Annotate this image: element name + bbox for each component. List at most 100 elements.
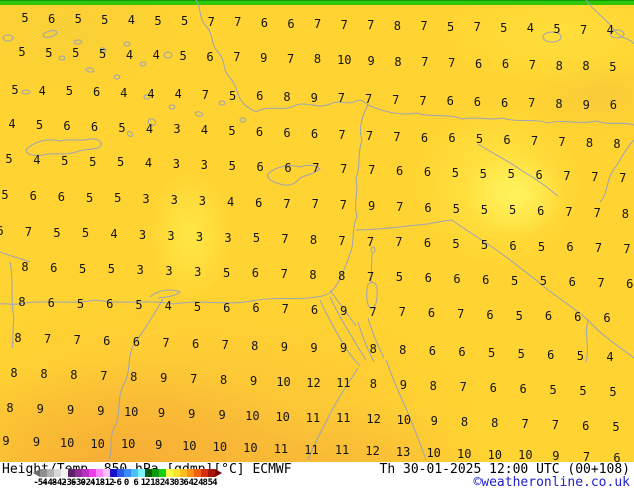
- temp-value: 7: [281, 302, 289, 317]
- temp-value: 6: [427, 306, 436, 321]
- temp-value: 6: [453, 272, 461, 286]
- temp-value: 10: [120, 437, 136, 452]
- temp-value: 4: [152, 48, 160, 63]
- temp-value: 6: [47, 11, 56, 26]
- temp-value: 4: [120, 85, 128, 100]
- temp-value: 10: [396, 413, 412, 428]
- colorbar-tick: -6: [112, 478, 122, 488]
- temp-value: 6: [284, 160, 292, 175]
- temp-value: 5: [553, 22, 561, 36]
- temp-value: 5: [74, 12, 82, 27]
- temp-value: 10: [518, 448, 533, 462]
- temp-value: 4: [110, 227, 118, 242]
- temp-value: 7: [221, 337, 229, 352]
- coastlines-borders: [0, 0, 634, 461]
- temp-value: 8: [555, 58, 563, 73]
- temp-value: 7: [364, 92, 373, 107]
- temp-value: 5: [45, 45, 53, 60]
- temp-value: 6: [29, 188, 37, 203]
- temp-value: 7: [419, 93, 427, 108]
- temp-value: 6: [424, 200, 432, 215]
- temp-value: 8: [251, 338, 259, 353]
- temp-value: 9: [582, 97, 590, 112]
- temp-value: 8: [283, 90, 291, 104]
- colorbar-cell: [82, 469, 89, 477]
- temp-value: 7: [286, 51, 295, 66]
- colorbar-tick: -48: [42, 478, 57, 488]
- temp-value: 6: [90, 119, 99, 134]
- temp-value: 5: [576, 349, 585, 364]
- colorbar-cell: [131, 469, 138, 477]
- temp-value: 7: [340, 17, 348, 32]
- temp-value: 5: [515, 308, 523, 323]
- temp-value: 6: [547, 348, 555, 363]
- credit-link[interactable]: ©weatheronline.co.uk: [473, 475, 630, 490]
- temp-value: 7: [367, 18, 375, 33]
- temp-value: 7: [207, 14, 215, 29]
- temp-value: 8: [14, 331, 22, 345]
- temp-value: 9: [310, 340, 318, 355]
- colorbar-tick: 24: [159, 478, 170, 488]
- temp-value: 6: [223, 300, 231, 315]
- temp-value: 7: [100, 368, 108, 383]
- temp-value: 7: [396, 200, 404, 215]
- temp-value: 6: [626, 276, 634, 291]
- colorbar-tick: 42: [188, 478, 199, 488]
- colorbar-cell: [96, 469, 103, 477]
- colorbar-cell: [61, 469, 68, 477]
- temp-value: 7: [594, 241, 603, 256]
- temp-value: 6: [103, 333, 111, 348]
- temp-value: 4: [526, 21, 535, 36]
- temp-value: 7: [280, 267, 288, 282]
- temp-value: 4: [200, 123, 209, 138]
- temp-value: 5: [475, 132, 484, 147]
- colorbar-cell: [208, 469, 215, 477]
- temp-value: 5: [85, 190, 94, 205]
- temp-value: 6: [256, 89, 264, 104]
- colorbar-cell: [145, 469, 152, 477]
- temp-value: 9: [249, 373, 258, 388]
- temp-value: 5: [5, 152, 13, 166]
- temp-value: 5: [452, 201, 460, 216]
- temp-value: 7: [579, 22, 588, 37]
- temp-value: 4: [33, 152, 41, 167]
- status-bar: Height/Temp. 850 hPa [gdmp][°C] ECMWF Th…: [0, 462, 634, 490]
- temp-value: 7: [43, 331, 52, 346]
- temp-value: 9: [97, 403, 105, 418]
- temp-value: 6: [47, 295, 55, 310]
- colorbar-cell: [54, 469, 61, 477]
- temp-value: 3: [142, 192, 150, 207]
- temp-value: 4: [125, 47, 134, 62]
- temp-value: 5: [81, 226, 90, 241]
- temp-value: 13: [395, 445, 411, 460]
- temp-value: 8: [309, 233, 318, 248]
- temp-value: 5: [609, 59, 617, 74]
- temp-value: 8: [613, 136, 621, 151]
- temp-value: 6: [50, 260, 58, 275]
- temp-value: 9: [260, 51, 268, 66]
- temp-value: 5: [479, 166, 487, 181]
- temp-value: 8: [393, 18, 402, 33]
- colorbar-tick: -36: [62, 478, 76, 488]
- colorbar-cell: [152, 469, 159, 477]
- temp-value: 6: [255, 125, 264, 140]
- temp-value: 6: [519, 382, 527, 397]
- colorbar-tick: -30: [71, 478, 86, 488]
- colorbar-cell: [194, 469, 201, 477]
- temp-value: 10: [90, 436, 105, 451]
- colorbar-cell: [159, 469, 166, 477]
- colorbar-cell: [68, 469, 75, 477]
- temp-value: 7: [233, 50, 241, 65]
- temp-value: 5: [193, 299, 202, 314]
- temp-value: 5: [154, 13, 162, 28]
- colorbar-cell: [47, 469, 54, 477]
- temp-value: 7: [201, 87, 210, 102]
- temp-value: 6: [448, 131, 456, 146]
- temp-value: 3: [172, 157, 181, 172]
- temp-value: 6: [474, 56, 483, 71]
- temp-value: 6: [486, 307, 494, 322]
- colorbar-tick: -54: [33, 478, 47, 488]
- temp-value: 7: [311, 197, 319, 212]
- temp-value: 3: [138, 228, 147, 243]
